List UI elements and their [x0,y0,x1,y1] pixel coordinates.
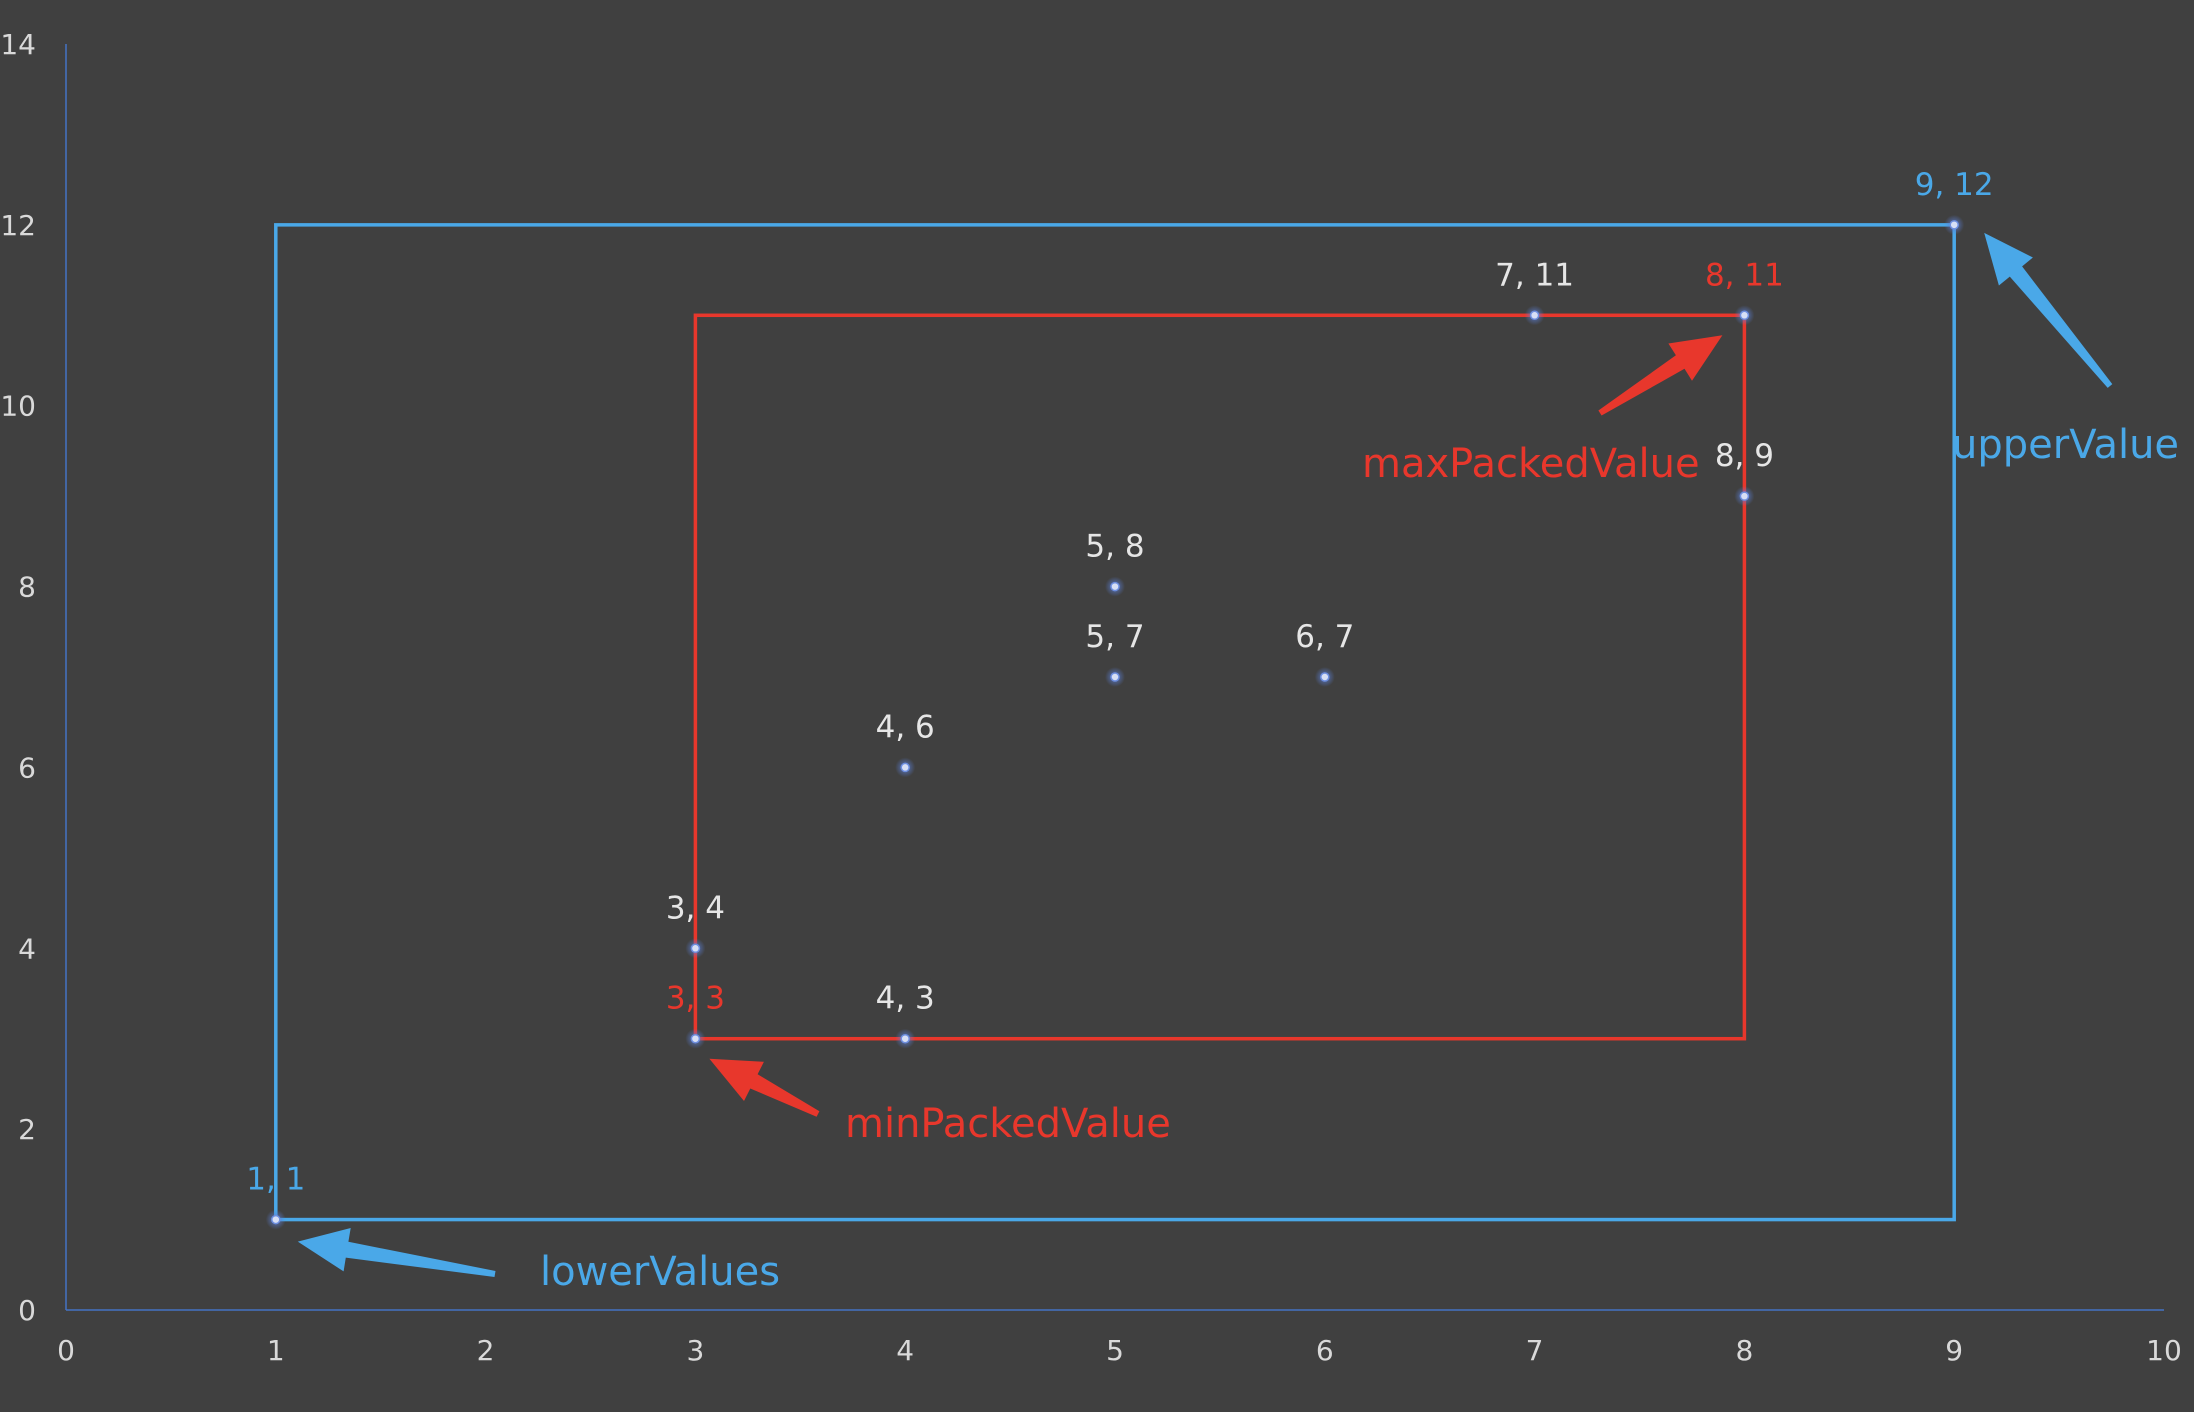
data-label: 3, 3 [666,981,725,1017]
x-tick-label: 3 [686,1334,704,1367]
lower-values-arrow [297,1228,496,1277]
data-point [1739,310,1750,321]
data-label: 4, 3 [876,981,935,1017]
y-tick-label: 4 [18,932,36,965]
min-packed-value-label: minPackedValue [845,1101,1171,1147]
y-tick-label: 2 [18,1113,36,1146]
data-point [1949,220,1959,230]
x-tick-label: 4 [896,1334,914,1367]
data-label: 3, 4 [666,890,725,926]
data-label: 7, 11 [1495,257,1574,293]
y-tick-label: 10 [0,390,36,423]
x-tick-label: 7 [1526,1334,1544,1367]
data-point [1110,581,1120,592]
x-tick-label: 6 [1316,1334,1334,1367]
data-point [1110,672,1120,682]
data-label: 9, 12 [1915,167,1994,203]
x-tick-label: 1 [267,1334,285,1367]
x-tick-label: 10 [2146,1334,2182,1367]
y-tick-label: 0 [18,1294,36,1327]
data-label: 6, 7 [1295,619,1354,655]
lower-values-label: lowerValues [540,1249,780,1295]
data-label: 4, 6 [876,709,935,745]
data-point [1529,310,1540,321]
upper-value-label: upperValue [1952,422,2179,468]
min-packed-value-arrow [709,1058,820,1117]
data-point [900,1033,910,1044]
data-label: 8, 9 [1715,438,1774,474]
data-label: 5, 7 [1085,619,1144,655]
max-packed-value-arrow [1598,335,1723,416]
y-tick-label: 6 [18,751,36,784]
data-label: 1, 1 [246,1162,305,1198]
data-point [1320,672,1330,682]
inner-box [693,313,1747,1041]
x-tick-label: 0 [57,1334,75,1367]
data-point [900,762,910,773]
outer-box [274,223,1956,1222]
x-tick-label: 5 [1106,1334,1124,1367]
data-label: 8, 11 [1705,257,1784,293]
upper-value-arrow [1984,232,2113,388]
data-label: 5, 8 [1085,529,1144,565]
y-tick-label: 8 [18,571,36,604]
data-point [1739,491,1750,501]
y-tick-label: 14 [0,28,36,61]
y-tick-label: 12 [0,209,36,242]
x-tick-label: 8 [1735,1334,1753,1367]
x-tick-label: 9 [1945,1334,1963,1367]
data-point [271,1214,281,1225]
data-point [690,1033,701,1044]
data-point [690,943,701,954]
x-tick-label: 2 [477,1334,495,1367]
max-packed-value-label: maxPackedValue [1362,441,1700,487]
